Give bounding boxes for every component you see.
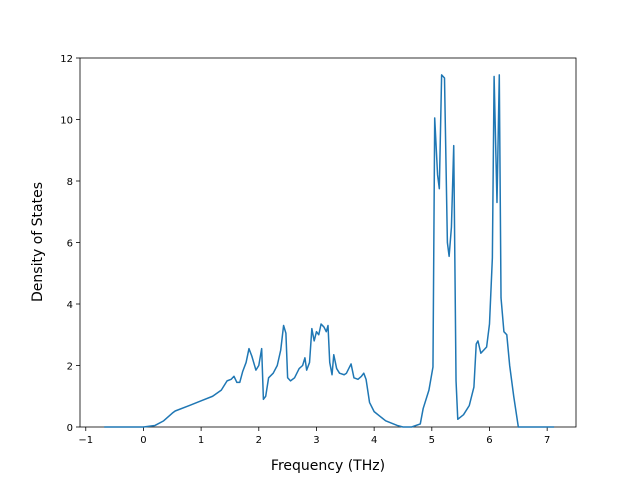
x-tick-label: 2 xyxy=(256,435,262,446)
y-tick-label: 6 xyxy=(67,239,73,250)
y-tick-label: 0 xyxy=(67,423,73,434)
y-axis-label: Density of States xyxy=(30,182,46,302)
y-tick-label: 10 xyxy=(60,116,73,127)
dos-line xyxy=(104,74,555,428)
plot-frame xyxy=(79,57,577,428)
y-tick-label: 4 xyxy=(67,300,73,311)
y-tick-label: 12 xyxy=(60,54,73,65)
x-tick-label: 7 xyxy=(544,435,550,446)
x-tick-label: 6 xyxy=(486,435,492,446)
y-tick-label: 8 xyxy=(67,177,73,188)
x-tick-label: 3 xyxy=(313,435,319,446)
x-tick-label: −1 xyxy=(78,435,93,446)
y-tick-label: 2 xyxy=(67,362,73,373)
x-axis-label: Frequency (THz) xyxy=(271,458,385,474)
x-tick-label: 4 xyxy=(371,435,377,446)
x-tick-label: 5 xyxy=(429,435,435,446)
x-tick-label: 1 xyxy=(198,435,204,446)
x-tick-label: 0 xyxy=(140,435,146,446)
